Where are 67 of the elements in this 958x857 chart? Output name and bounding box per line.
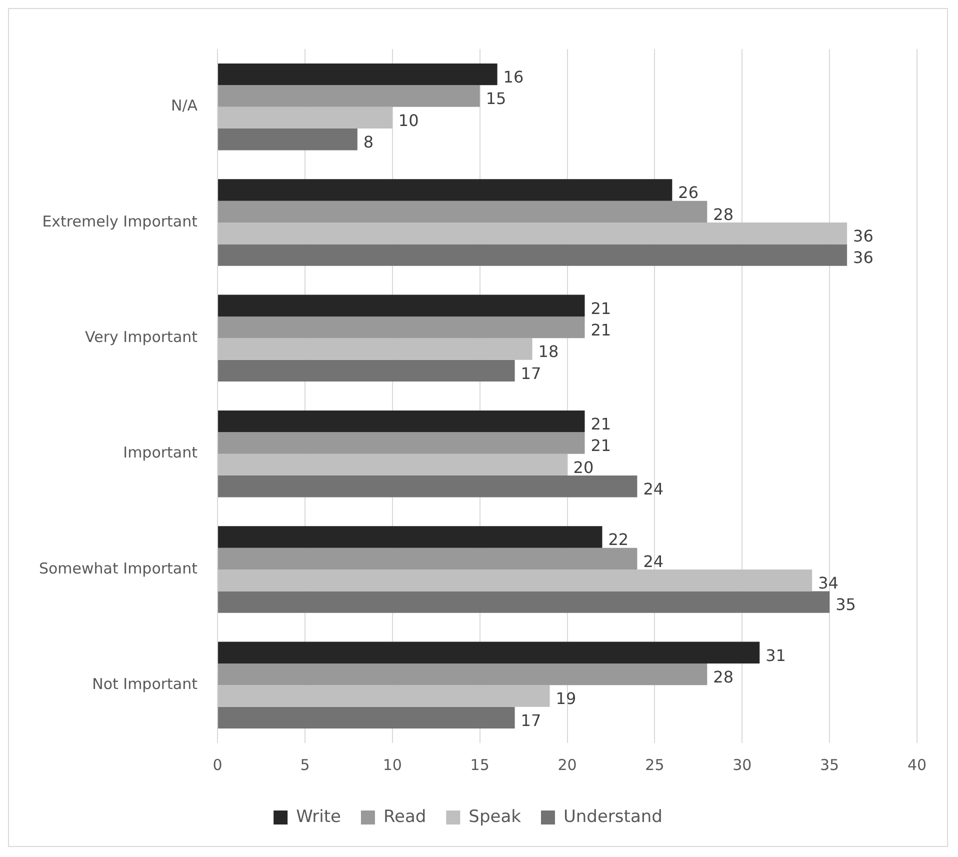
data-label: 24 (643, 480, 664, 499)
y-tick-label: Not Important (92, 675, 198, 694)
x-tick-label: 10 (382, 756, 402, 774)
y-tick-label: Extremely Important (42, 212, 198, 230)
bar (218, 663, 708, 686)
x-tick-label: 30 (732, 756, 752, 774)
data-label: 8 (363, 132, 374, 152)
data-label: 34 (818, 574, 838, 592)
bar (218, 591, 830, 613)
data-label: 36 (853, 248, 874, 268)
data-label: 35 (836, 595, 856, 614)
bar (218, 685, 550, 707)
data-label: 10 (398, 110, 419, 130)
data-label: 22 (608, 530, 629, 550)
x-tick-label: 40 (907, 756, 927, 774)
data-label: 21 (590, 436, 612, 456)
y-tick-label: Important (123, 444, 198, 462)
bar (218, 63, 498, 86)
data-label: 24 (643, 552, 664, 571)
bar (218, 432, 585, 454)
data-label: 21 (590, 298, 612, 318)
data-label: 17 (520, 710, 542, 730)
x-tick-label: 35 (820, 756, 840, 774)
bar (218, 548, 638, 570)
y-tick-label: Very Important (85, 328, 198, 346)
data-label: 18 (538, 342, 559, 362)
bar (218, 360, 515, 382)
x-tick-label: 25 (645, 756, 664, 774)
bar (218, 316, 585, 338)
data-label: 26 (678, 183, 699, 202)
bar (218, 200, 708, 222)
legend-label: Speak (468, 806, 522, 827)
legend-label: Read (383, 806, 426, 827)
data-label: 19 (556, 689, 576, 708)
bar (218, 128, 358, 150)
bar (218, 179, 672, 201)
bar (218, 706, 515, 729)
bar (218, 338, 532, 360)
data-label: 28 (713, 204, 734, 224)
y-tick-label: N/A (170, 96, 198, 115)
legend-label: Write (296, 806, 341, 827)
data-label: 21 (590, 414, 612, 434)
bar (218, 410, 585, 432)
y-tick-label: Somewhat Important (38, 559, 198, 578)
bar (218, 244, 848, 266)
data-label: 31 (766, 646, 786, 665)
data-label: 15 (486, 89, 506, 108)
bar (218, 476, 638, 498)
data-label: 21 (590, 320, 612, 340)
data-label: 20 (573, 458, 594, 477)
bar (218, 106, 392, 129)
bar (218, 526, 602, 548)
x-tick-label: 5 (300, 756, 310, 774)
x-tick-label: 0 (212, 756, 222, 774)
data-label: 28 (713, 667, 734, 686)
legend-label: Understand (563, 806, 662, 827)
bar (218, 642, 760, 664)
bar (218, 454, 568, 476)
x-tick-label: 20 (558, 756, 577, 774)
bar (218, 570, 812, 592)
data-label: 16 (503, 67, 524, 86)
bar (218, 294, 585, 316)
x-tick-label: 15 (470, 756, 490, 774)
bar (218, 85, 480, 107)
bar (218, 222, 848, 244)
data-label: 17 (520, 364, 542, 383)
data-label: 36 (853, 226, 874, 246)
